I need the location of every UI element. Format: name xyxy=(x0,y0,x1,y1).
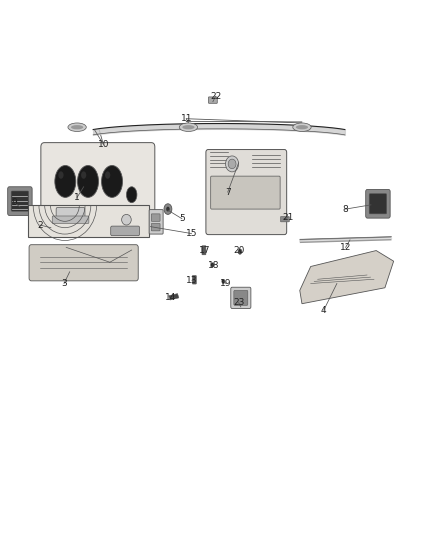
Ellipse shape xyxy=(71,125,83,130)
Text: 13: 13 xyxy=(186,276,198,285)
FancyBboxPatch shape xyxy=(11,191,28,211)
FancyBboxPatch shape xyxy=(234,290,248,305)
Text: 22: 22 xyxy=(210,92,221,101)
Text: 15: 15 xyxy=(186,229,197,238)
FancyBboxPatch shape xyxy=(202,246,206,255)
Ellipse shape xyxy=(238,249,242,254)
FancyBboxPatch shape xyxy=(231,287,251,309)
Text: 19: 19 xyxy=(220,279,232,288)
Text: 3: 3 xyxy=(61,279,67,288)
Ellipse shape xyxy=(182,125,194,130)
Text: 23: 23 xyxy=(233,298,244,307)
Ellipse shape xyxy=(222,279,225,284)
Ellipse shape xyxy=(293,123,311,132)
Ellipse shape xyxy=(122,214,131,225)
Ellipse shape xyxy=(166,207,170,212)
Polygon shape xyxy=(300,251,394,304)
Text: 4: 4 xyxy=(321,305,327,314)
Text: 21: 21 xyxy=(283,213,293,222)
Ellipse shape xyxy=(68,123,86,132)
Text: 14: 14 xyxy=(165,293,177,302)
FancyBboxPatch shape xyxy=(28,205,149,237)
Text: 2: 2 xyxy=(37,221,43,230)
Ellipse shape xyxy=(164,204,172,214)
Ellipse shape xyxy=(55,165,76,197)
Text: 5: 5 xyxy=(179,214,185,223)
Text: 8: 8 xyxy=(343,205,349,214)
FancyBboxPatch shape xyxy=(192,276,196,284)
Ellipse shape xyxy=(296,125,308,130)
Ellipse shape xyxy=(58,171,64,179)
Ellipse shape xyxy=(127,187,137,203)
FancyBboxPatch shape xyxy=(208,97,217,103)
FancyBboxPatch shape xyxy=(41,143,155,223)
Polygon shape xyxy=(169,294,179,300)
FancyBboxPatch shape xyxy=(151,223,160,231)
FancyBboxPatch shape xyxy=(206,150,287,235)
Ellipse shape xyxy=(226,156,239,172)
FancyBboxPatch shape xyxy=(366,189,390,218)
Ellipse shape xyxy=(78,165,99,197)
Ellipse shape xyxy=(179,123,198,132)
Ellipse shape xyxy=(102,165,123,197)
FancyBboxPatch shape xyxy=(151,214,160,221)
FancyBboxPatch shape xyxy=(56,207,85,220)
Text: 9: 9 xyxy=(12,198,18,207)
Text: 10: 10 xyxy=(98,140,109,149)
Text: 18: 18 xyxy=(208,261,219,270)
FancyBboxPatch shape xyxy=(29,245,138,281)
Ellipse shape xyxy=(211,263,214,267)
Text: 11: 11 xyxy=(180,114,192,123)
FancyBboxPatch shape xyxy=(369,193,387,214)
Text: 20: 20 xyxy=(233,246,244,255)
FancyBboxPatch shape xyxy=(281,216,289,222)
Text: 1: 1 xyxy=(74,193,80,202)
Ellipse shape xyxy=(228,159,236,168)
Ellipse shape xyxy=(81,171,86,179)
FancyBboxPatch shape xyxy=(52,216,89,223)
FancyBboxPatch shape xyxy=(8,187,32,215)
FancyBboxPatch shape xyxy=(149,209,163,234)
Text: 12: 12 xyxy=(340,243,351,252)
Text: 17: 17 xyxy=(199,246,211,255)
FancyBboxPatch shape xyxy=(211,176,280,209)
Text: 7: 7 xyxy=(225,188,231,197)
Ellipse shape xyxy=(105,171,110,179)
FancyBboxPatch shape xyxy=(111,226,140,236)
